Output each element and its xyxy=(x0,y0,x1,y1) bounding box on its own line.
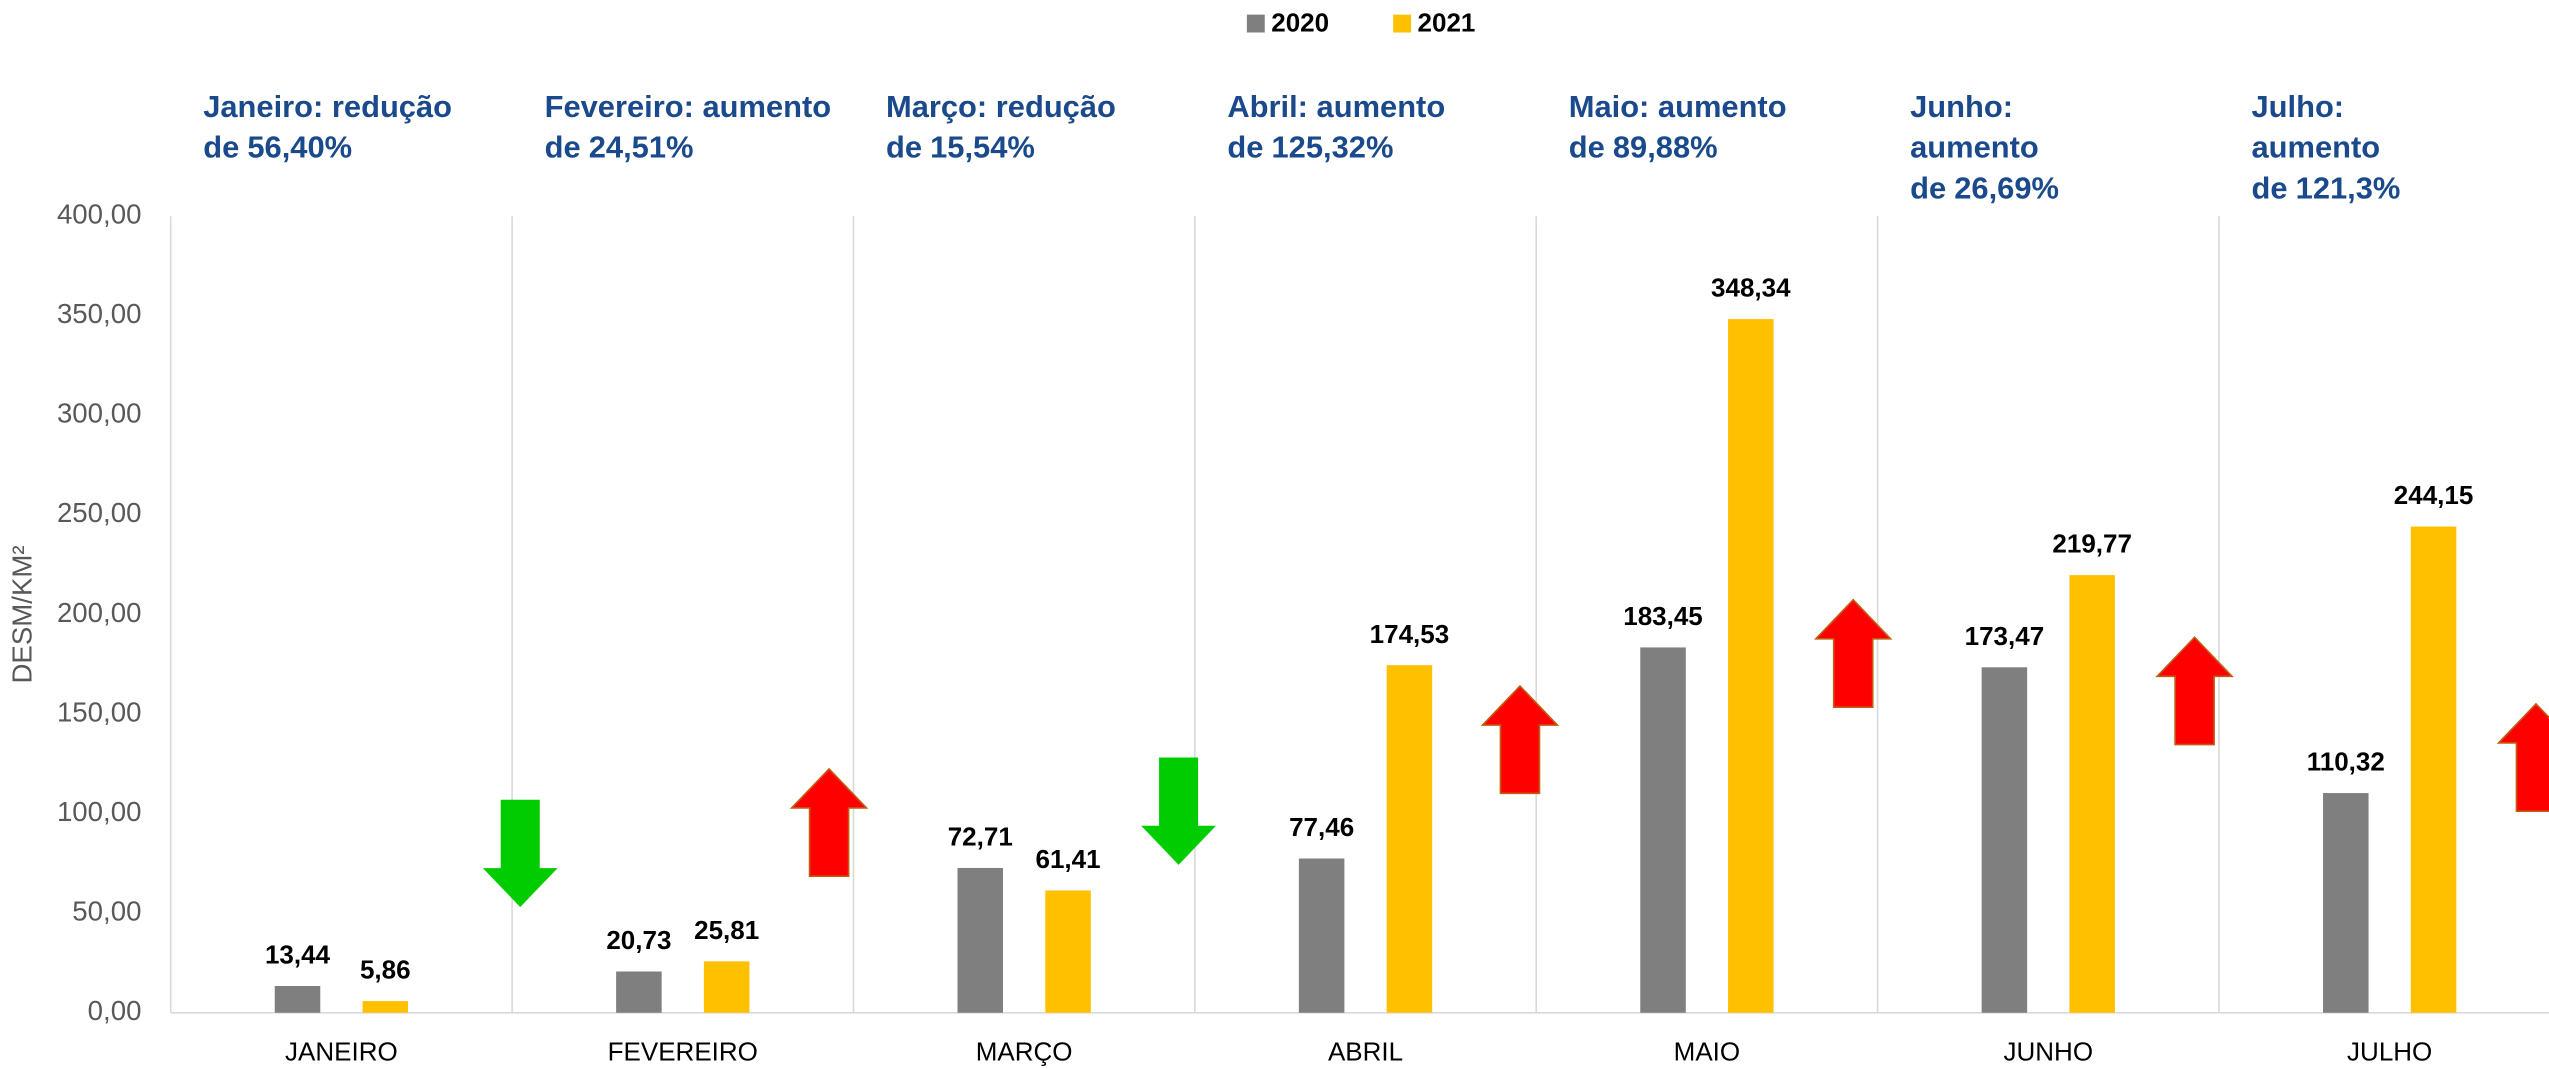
bar xyxy=(1045,890,1091,1013)
bar xyxy=(1640,647,1686,1013)
x-tick-label: JULHO xyxy=(2347,1036,2432,1066)
bar xyxy=(2410,526,2457,1013)
annotation-percent: 121,3% xyxy=(2296,170,2401,205)
value-label: 5,86 xyxy=(360,955,411,985)
annotation-percent: 56,40% xyxy=(247,130,352,165)
y-tick-label: 250,00 xyxy=(57,497,142,528)
annotation-text: Março: redução xyxy=(886,89,1116,124)
y-tick-label: 150,00 xyxy=(57,696,142,727)
annotation-text: de xyxy=(886,130,922,165)
trend-arrow xyxy=(482,799,558,908)
bar xyxy=(957,867,1004,1013)
legend-label: 2020 xyxy=(1271,7,1329,37)
bar xyxy=(2323,793,2369,1013)
y-tick-label: 100,00 xyxy=(57,796,142,827)
bar xyxy=(362,1001,409,1013)
y-tick-label: 0,00 xyxy=(88,995,142,1026)
annotation-text: Janeiro: redução xyxy=(203,89,452,124)
bar xyxy=(1386,665,1433,1013)
annotation-percent: 26,69% xyxy=(1954,170,2059,205)
y-tick-label: 50,00 xyxy=(72,895,141,926)
value-label: 173,47 xyxy=(1965,621,2045,651)
bar xyxy=(2069,575,2115,1013)
value-label: 20,73 xyxy=(606,925,671,955)
x-tick-label: ABRIL xyxy=(1328,1036,1403,1066)
annotation-text: aumento xyxy=(2251,130,2380,165)
trend-arrow xyxy=(1141,757,1216,865)
value-label: 348,34 xyxy=(1711,273,1791,303)
annotation-percent: 125,32% xyxy=(1272,130,1394,165)
annotation-text: Junho: xyxy=(1910,89,2013,124)
value-label: 174,53 xyxy=(1370,619,1450,649)
bar xyxy=(616,971,662,1013)
bar xyxy=(703,961,750,1013)
annotation-percent: 24,51% xyxy=(589,130,694,165)
value-label: 61,41 xyxy=(1036,844,1101,874)
x-tick-label: JANEIRO xyxy=(285,1036,398,1066)
trend-arrow xyxy=(2155,636,2234,746)
bar xyxy=(274,985,321,1013)
value-label: 244,15 xyxy=(2394,480,2474,510)
annotation-text: de xyxy=(545,130,581,165)
x-tick-label: JUNHO xyxy=(2004,1036,2094,1066)
y-tick-label: 350,00 xyxy=(57,298,142,329)
trend-arrow xyxy=(2496,702,2549,812)
annotation-text: de xyxy=(1569,130,1605,165)
value-label: 183,45 xyxy=(1623,601,1703,631)
annotation-text: Julho: xyxy=(2251,89,2344,124)
annotation-percent: 15,54% xyxy=(930,130,1035,165)
value-label: 110,32 xyxy=(2307,747,2385,777)
annotation-text: de xyxy=(1227,130,1263,165)
legend-swatch xyxy=(1393,14,1412,33)
annotation-text: Maio: aumento xyxy=(1569,89,1787,124)
y-tick-label: 200,00 xyxy=(57,597,142,628)
trend-arrow xyxy=(789,767,869,878)
x-tick-label: MAIO xyxy=(1674,1036,1740,1066)
value-label: 13,44 xyxy=(265,940,331,970)
value-label: 77,46 xyxy=(1289,812,1354,842)
annotation-text: de xyxy=(2251,170,2287,205)
annotation-text: de xyxy=(203,130,239,165)
y-tick-label: 300,00 xyxy=(57,398,142,429)
y-axis-label: DESM/KM² xyxy=(7,545,38,683)
annotation-text: aumento xyxy=(1910,130,2039,165)
value-label: 72,71 xyxy=(948,822,1013,852)
trend-arrow xyxy=(1480,684,1560,795)
legend-swatch xyxy=(1246,14,1265,33)
annotation-text: Fevereiro: aumento xyxy=(545,89,832,124)
value-label: 25,81 xyxy=(694,915,759,945)
value-label: 219,77 xyxy=(2052,529,2132,559)
bar xyxy=(1728,319,1774,1013)
x-tick-label: MARÇO xyxy=(976,1036,1073,1066)
annotation-percent: 89,88% xyxy=(1613,130,1718,165)
bar xyxy=(1981,667,2028,1013)
legend-label: 2021 xyxy=(1418,7,1476,37)
annotation-text: Abril: aumento xyxy=(1227,89,1445,124)
annotation-text: de xyxy=(1910,170,1946,205)
trend-arrow xyxy=(1813,598,1893,708)
x-tick-label: FEVEREIRO xyxy=(608,1036,758,1066)
y-tick-label: 400,00 xyxy=(57,199,142,230)
bar xyxy=(1298,858,1345,1013)
